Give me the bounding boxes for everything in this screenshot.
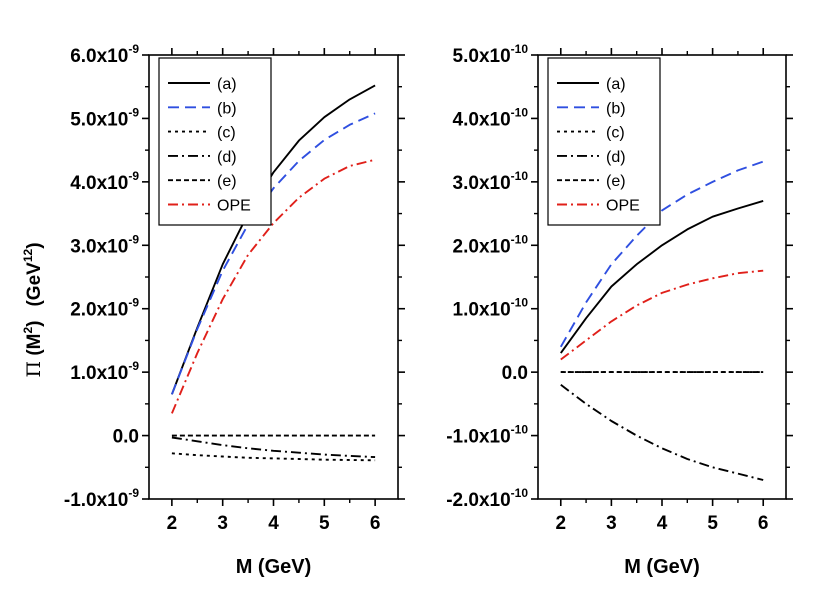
series-line-2 [171,112,376,395]
legend-entry: (c) [606,125,625,142]
legend-entry: (c) [217,125,236,142]
legend-box [158,57,272,226]
y-tick-label: -1.0x10-10 [446,423,528,448]
series-line-1 [171,84,376,395]
series-line-2 [559,160,764,348]
y-tick-label: 1.0x10-10 [453,296,529,321]
x-tick-label: 3 [606,513,617,534]
legend-entry: OPE [606,198,640,215]
x-tick-label: 3 [217,513,228,534]
y-tick-label: 2.0x10-9 [70,296,139,321]
x-tick-label: 2 [555,513,566,534]
x-tick-label: 2 [167,513,178,534]
y-tick-label: 3.0x10-9 [70,232,139,257]
y-axis-label-symbol: Π [23,361,45,378]
y-tick-label: 0.0 [113,427,139,448]
y-tick-label: -2.0x10-10 [446,486,528,511]
x-tick-label: 5 [707,513,718,534]
series-line-3 [171,452,376,462]
chart-panel-2: 2 3 4 5 6 -2.0x10-10 -1.0x10-10 0.0 1.0x10-10 2.0… [446,42,793,578]
legend-entry: (a) [217,76,237,93]
legend-entry: (e) [606,173,626,190]
y-tick-label: 1.0x10-9 [70,359,139,384]
legend-entry: (b) [606,100,626,117]
legend-entry: (e) [217,173,237,190]
y-tick-label: 5.0x10-10 [453,42,529,67]
series-line-6 [171,158,376,414]
x-tick-label: 6 [370,513,381,534]
y-tick-label: 3.0x10-10 [453,169,529,194]
legend: (a) (b) (c) (d) (e) OPE [547,57,661,226]
series-line-6 [560,269,764,361]
y-tick-label: 5.0x10-9 [70,105,139,130]
legend-entry: (d) [606,149,626,166]
y-tick-label: 0.0 [502,363,528,384]
x-tick-label: 4 [268,513,279,534]
legend-entry: OPE [217,198,251,215]
y-tick-label: 4.0x10-10 [453,105,529,130]
x-tick-label: 5 [319,513,330,534]
legend-box [547,57,661,226]
x-axis-label: M (GeV) [236,556,312,578]
y-tick-label: 6.0x10-9 [70,42,139,67]
y-tick-label: 4.0x10-9 [70,169,139,194]
y-tick-label: -1.0x10-9 [64,486,139,511]
x-tick-label: 6 [758,513,769,534]
chart-panel-1: 2 3 4 5 6 -1.0x10-9 0.0 1.0x10-9 2.0x10-9 3.0x10-… [64,42,405,578]
x-axis-label: M (GeV) [624,556,700,578]
legend-entry: (d) [217,149,237,166]
legend-entry: (a) [606,76,626,93]
x-tick-label: 4 [657,513,668,534]
legend-entry: (b) [217,100,237,117]
y-axis-label: Π (M2)(GeV12) [21,242,45,377]
series-line-1 [560,199,764,354]
series-line-4 [171,436,376,459]
series-line-4 [560,384,764,481]
legend: (a) (b) (c) (d) (e) OPE [158,57,272,226]
y-tick-label: 2.0x10-10 [453,232,529,257]
